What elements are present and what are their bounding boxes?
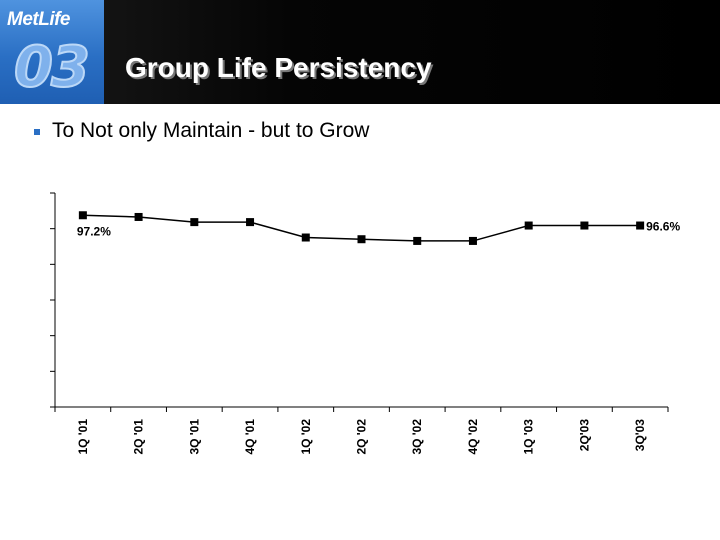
x-tick-label: 2Q '01 <box>132 419 146 455</box>
x-tick-label: 2Q '02 <box>355 419 369 455</box>
year-badge: 03 <box>13 35 91 100</box>
data-point <box>468 236 477 245</box>
data-point <box>413 236 422 245</box>
data-label: 96.6% <box>646 220 680 234</box>
data-point <box>190 218 199 227</box>
x-axis-labels: 1Q '01 2Q '01 3Q '01 4Q '01 1Q '02 2Q '02 3Q '… <box>76 419 647 455</box>
x-axis-ticks <box>54 407 669 412</box>
data-point <box>78 211 87 220</box>
data-labels: 97.2% 96.6% <box>77 220 681 239</box>
header-bar <box>0 0 720 104</box>
page-title: Group Life Persistency <box>125 52 432 83</box>
x-tick-label: 4Q '02 <box>466 419 480 455</box>
data-point <box>134 212 143 221</box>
y-axis-ticks <box>50 192 55 408</box>
x-tick-label: 3Q '02 <box>410 419 424 455</box>
x-tick-label: 4Q '01 <box>243 419 257 455</box>
data-point <box>357 235 366 244</box>
data-point <box>580 221 589 230</box>
bullet-icon <box>34 129 40 135</box>
x-tick-label: 1Q '03 <box>522 419 536 455</box>
bullet-text: To Not only Maintain - but to Grow <box>52 119 370 142</box>
x-tick-label: 1Q '01 <box>76 419 90 455</box>
x-tick-label: 3Q'03 <box>633 419 647 452</box>
x-tick-label: 3Q '01 <box>187 419 201 455</box>
data-point <box>524 221 533 230</box>
data-point <box>636 221 645 230</box>
data-point <box>246 218 255 227</box>
x-tick-label: 1Q '02 <box>299 419 313 455</box>
x-tick-label: 2Q'03 <box>577 419 591 452</box>
data-label: 97.2% <box>77 224 111 238</box>
metlife-logo: MetLife 03 <box>0 0 104 104</box>
data-point <box>301 233 310 242</box>
series-points <box>78 211 645 245</box>
logo-text: MetLife <box>7 9 71 30</box>
